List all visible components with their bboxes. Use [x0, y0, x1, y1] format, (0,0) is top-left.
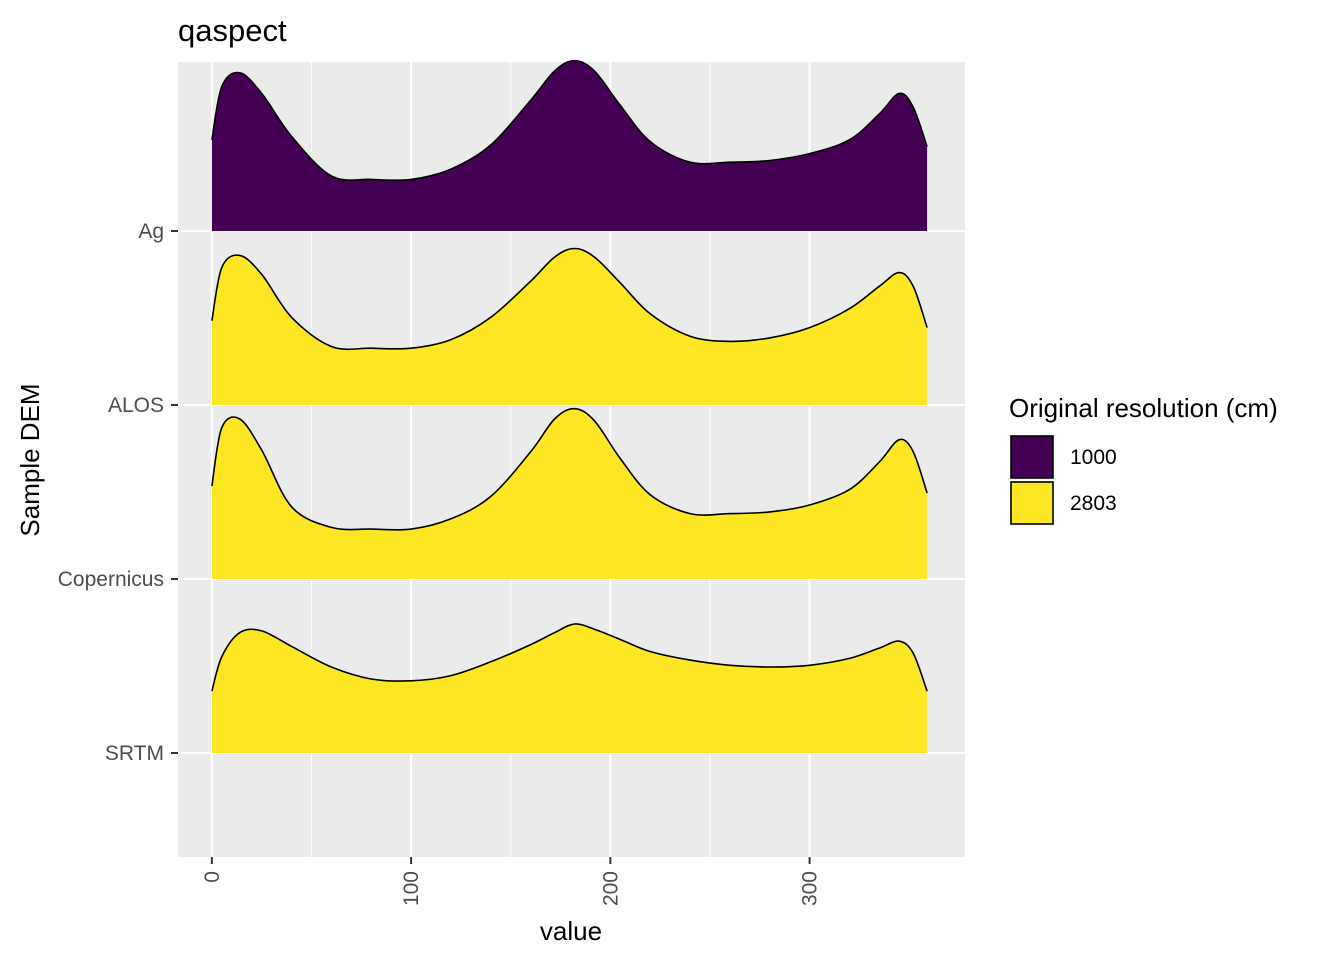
x-tick-label: 0 — [201, 871, 224, 883]
legend: Original resolution (cm) 1000 2803 — [1009, 393, 1278, 525]
y-tick-label: Copernicus — [58, 568, 164, 591]
x-tick-label: 300 — [799, 871, 822, 906]
ridge-fill-alos — [211, 248, 928, 405]
legend-swatch-2803 — [1010, 481, 1054, 525]
legend-label-2803: 2803 — [1070, 492, 1117, 515]
x-tick-label: 200 — [599, 871, 622, 906]
ridge-outline-copernicus — [211, 407, 928, 531]
ridge-outline-ag — [211, 59, 928, 182]
ridges — [211, 59, 928, 753]
y-tick-label: SRTM — [105, 742, 164, 765]
ridge-fill-srtm — [211, 623, 928, 753]
ridge-outline-srtm — [211, 623, 928, 692]
y-tick-label: ALOS — [108, 394, 164, 417]
chart-title: qaspect — [178, 13, 287, 48]
ridge-fill-copernicus — [211, 408, 928, 579]
legend-swatch-1000 — [1010, 435, 1054, 479]
x-axis: 0 100 200 300 — [201, 857, 822, 906]
x-axis-title: value — [540, 916, 602, 946]
x-tick-label: 100 — [400, 871, 423, 906]
y-axis-title: Sample DEM — [15, 383, 45, 536]
legend-label-1000: 1000 — [1070, 446, 1117, 469]
ridge-outline-alos — [211, 247, 928, 351]
ridge-fill-ag — [211, 60, 928, 232]
y-axis: SRTM Copernicus ALOS Ag — [58, 220, 178, 765]
legend-title: Original resolution (cm) — [1009, 393, 1278, 423]
y-tick-label: Ag — [138, 220, 164, 243]
